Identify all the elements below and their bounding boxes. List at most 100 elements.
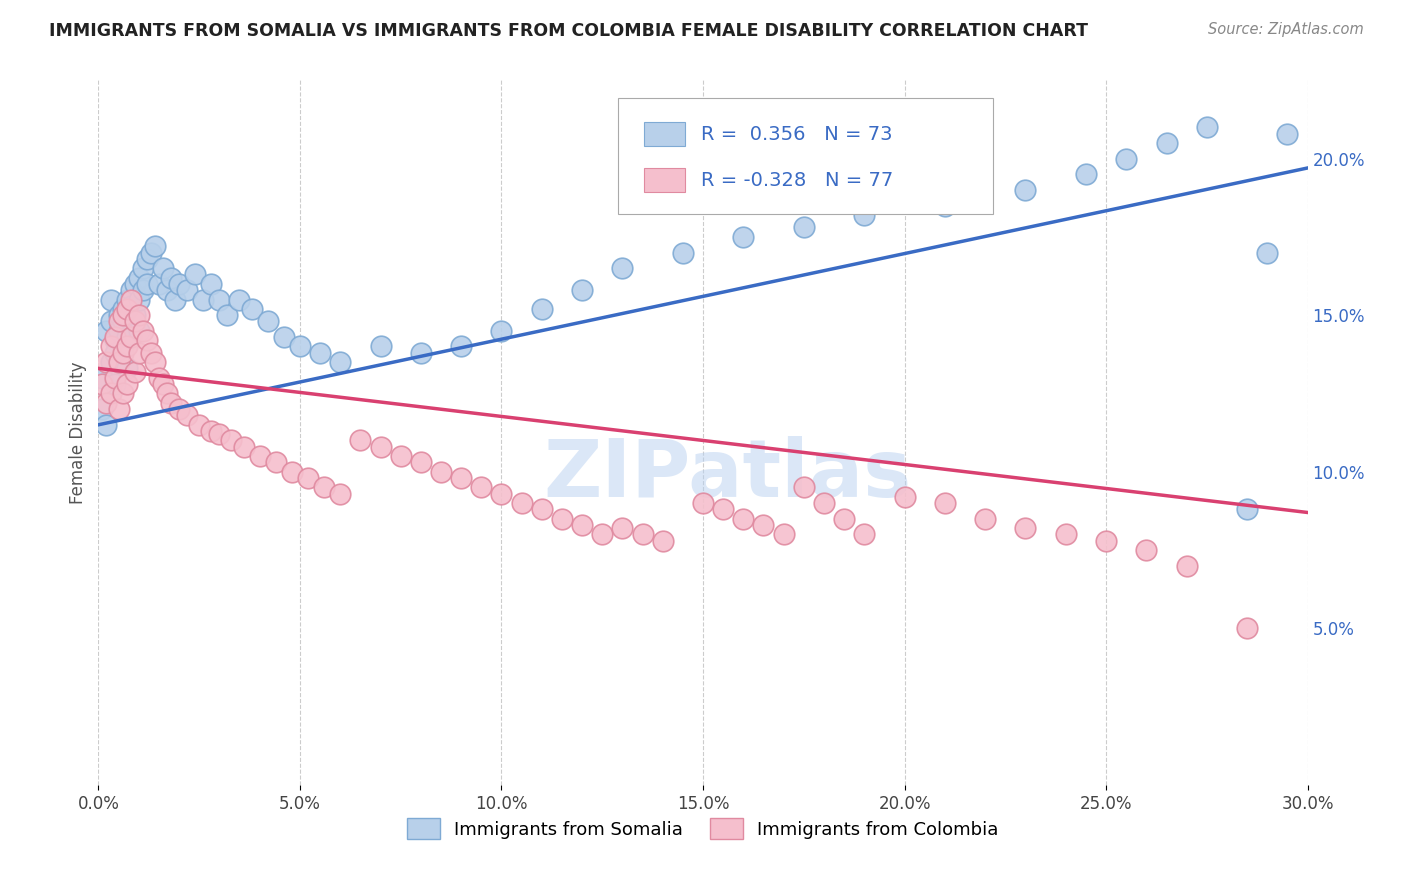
Point [370,339,392,353]
Point [167,402,190,417]
Point [772,527,794,541]
Point [1195,120,1218,135]
Point [934,198,956,212]
Point [733,230,755,244]
Point [297,471,319,485]
Point [115,339,138,353]
Point [273,330,295,344]
Point [135,252,157,266]
Point [91,402,114,417]
Point [128,345,150,359]
Point [160,396,183,410]
Point [111,339,134,353]
Point [167,277,190,291]
Point [631,527,654,541]
Point [1074,167,1097,181]
Point [200,277,222,291]
FancyBboxPatch shape [644,122,685,146]
Point [143,355,166,369]
Point [793,220,815,235]
Point [571,283,593,297]
Point [100,355,122,369]
Point [135,277,157,291]
Point [120,326,142,341]
Point [115,308,138,322]
Point [96,417,118,432]
Point [103,345,125,359]
Point [1115,152,1137,166]
Point [491,486,513,500]
Point [124,314,146,328]
Point [156,283,179,297]
Point [163,293,186,307]
Point [1014,521,1036,535]
Point [176,283,198,297]
Point [893,490,915,504]
Point [124,308,146,322]
Point [124,277,146,291]
Point [1236,621,1258,635]
FancyBboxPatch shape [644,168,685,192]
Point [100,339,122,353]
Point [349,434,371,448]
Point [208,293,231,307]
Point [107,324,129,338]
Point [132,283,155,297]
Point [120,299,142,313]
Point [530,301,553,316]
Point [651,533,673,548]
Point [139,245,162,260]
Point [228,293,250,307]
Point [100,386,122,401]
Text: R =  0.356   N = 73: R = 0.356 N = 73 [700,125,891,144]
Point [128,270,150,285]
Point [853,208,876,222]
Point [288,339,311,353]
Point [309,345,332,359]
Point [148,277,170,291]
Point [1095,533,1118,548]
Point [96,355,118,369]
Point [1014,183,1036,197]
Text: Source: ZipAtlas.com: Source: ZipAtlas.com [1208,22,1364,37]
Point [530,502,553,516]
Point [193,293,215,307]
Point [200,424,222,438]
Point [115,301,138,316]
Point [974,512,997,526]
Point [591,527,613,541]
Point [132,324,155,338]
Point [672,245,695,260]
Point [934,496,956,510]
Point [510,496,533,510]
Point [103,377,125,392]
Point [711,502,734,516]
Point [329,486,352,500]
Point [128,293,150,307]
Point [314,480,336,494]
Point [409,345,432,359]
Point [115,293,138,307]
Point [103,330,125,344]
Point [107,314,129,328]
Point [115,330,138,344]
Point [329,355,352,369]
Point [128,324,150,338]
Point [733,512,755,526]
Point [249,449,271,463]
Point [111,301,134,316]
FancyBboxPatch shape [619,98,993,214]
Point [160,270,183,285]
Point [156,386,179,401]
Point [120,293,142,307]
Point [103,371,125,385]
Point [111,314,134,328]
Point [450,339,472,353]
Point [1175,558,1198,573]
Legend: Immigrants from Somalia, Immigrants from Colombia: Immigrants from Somalia, Immigrants from… [401,811,1005,847]
Point [491,324,513,338]
Point [120,330,142,344]
Point [281,465,304,479]
Point [221,434,243,448]
Point [96,324,118,338]
